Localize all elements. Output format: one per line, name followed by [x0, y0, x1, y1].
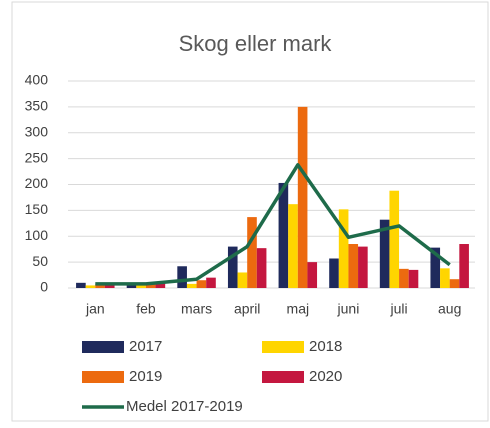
bar [297, 106, 308, 288]
x-tick-label: april [234, 301, 260, 317]
bar [440, 268, 450, 288]
y-tick-label: 250 [25, 149, 49, 165]
chart-title: Skog eller mark [179, 31, 333, 56]
bar [227, 246, 238, 288]
x-tick-label: aug [438, 301, 461, 317]
bar [95, 283, 105, 288]
legend-swatch [82, 371, 124, 383]
bar [329, 258, 339, 288]
legend-label: 2018 [309, 338, 342, 355]
legend-label: Medel 2017-2019 [126, 398, 243, 415]
bar [288, 204, 298, 288]
legend-swatch [262, 371, 304, 383]
bar [459, 244, 469, 288]
y-tick-label: 350 [25, 98, 49, 114]
bar [177, 266, 187, 288]
bar [256, 248, 267, 288]
bar [307, 262, 318, 288]
bar [85, 285, 96, 288]
legend-label: 2017 [129, 338, 162, 355]
y-tick-label: 0 [40, 279, 48, 295]
bar [136, 283, 146, 288]
bar [338, 209, 349, 288]
bar [449, 279, 460, 288]
bar [145, 282, 156, 288]
average-line [95, 163, 451, 286]
bar [399, 268, 409, 288]
bar [206, 277, 216, 288]
x-tick-label: juni [337, 301, 360, 317]
bar [186, 283, 197, 288]
y-tick-label: 200 [25, 175, 49, 191]
bar [348, 244, 359, 288]
y-tick-label: 150 [25, 201, 49, 217]
bar [76, 282, 86, 288]
bar [155, 282, 166, 288]
chart-frame [11, 1, 489, 422]
bar [247, 217, 257, 288]
bar [104, 283, 115, 288]
x-tick-label: juli [390, 301, 408, 317]
x-tick-label: maj [287, 301, 310, 317]
legend-label: 2019 [129, 368, 162, 385]
x-tick-label: feb [136, 301, 156, 317]
legend-swatch [82, 341, 124, 353]
legend-swatch [262, 341, 304, 353]
x-tick-label: jan [85, 301, 105, 317]
bar [278, 182, 289, 288]
bar [237, 272, 248, 288]
legend-label: 2020 [309, 368, 342, 385]
y-tick-label: 300 [25, 123, 49, 139]
bar [196, 280, 207, 288]
y-tick-label: 100 [25, 227, 49, 243]
y-tick-label: 50 [32, 253, 48, 269]
bar [430, 247, 441, 288]
bar [358, 246, 368, 288]
bar [408, 269, 419, 288]
bar [389, 190, 400, 288]
y-tick-label: 400 [25, 72, 49, 88]
bar [379, 219, 390, 288]
x-tick-label: mars [181, 301, 212, 317]
